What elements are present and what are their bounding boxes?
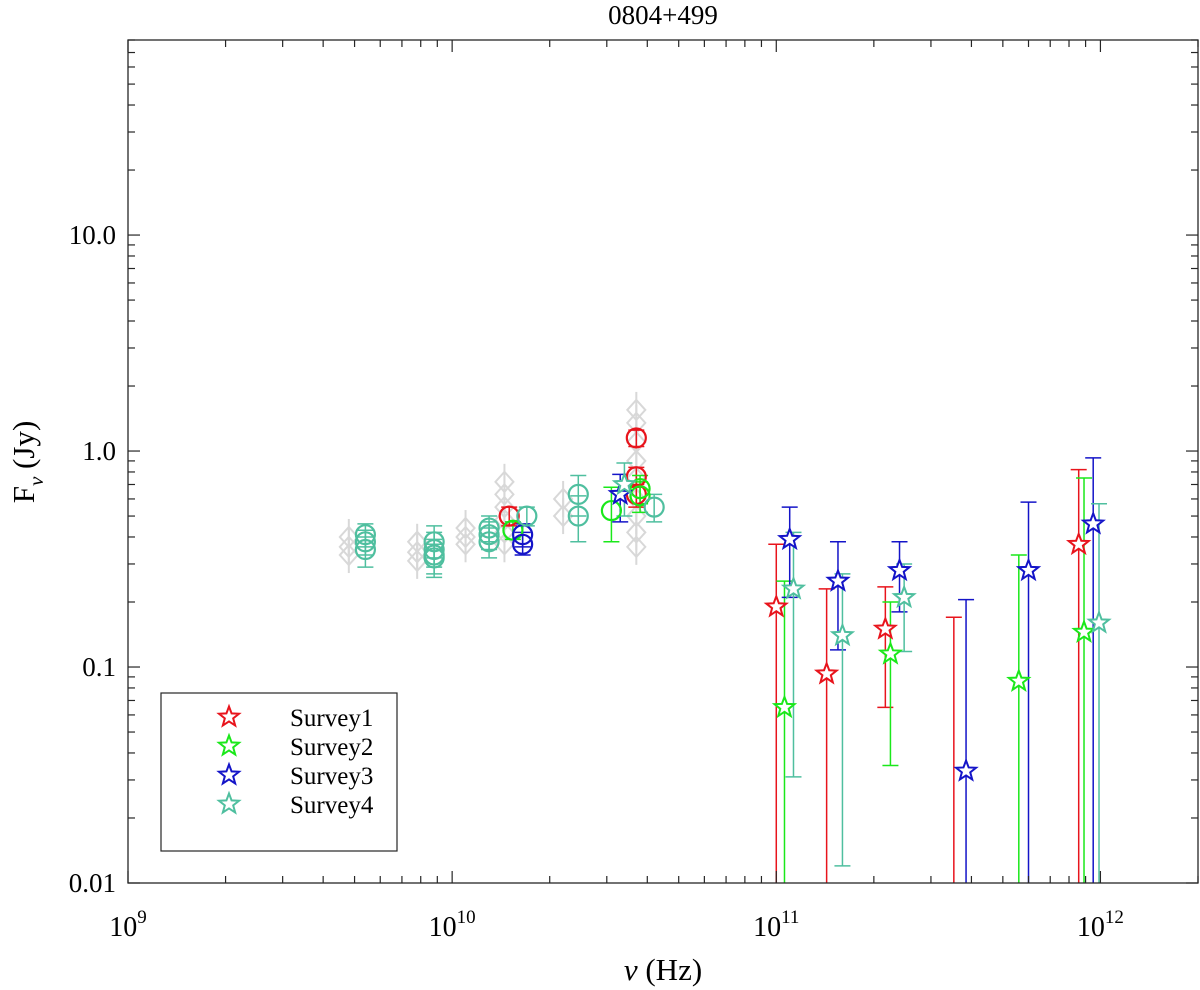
circle-marker [567, 483, 589, 505]
circle-marker [423, 531, 445, 553]
legend-label: Survey3 [290, 763, 373, 790]
legend-star-icon [216, 790, 242, 815]
survey3-star-marker [886, 557, 913, 582]
survey1-star-marker [872, 615, 899, 640]
circle-marker [354, 524, 376, 546]
survey4-star-marker [1086, 609, 1112, 634]
survey4-star-marker [829, 622, 856, 647]
circle-marker [478, 524, 500, 546]
survey2-star-marker [771, 694, 798, 719]
circle-marker [629, 485, 651, 507]
survey4-star-marker [891, 584, 917, 609]
archival-diamond-marker [625, 535, 647, 559]
circle-marker [354, 531, 376, 553]
legend-box [160, 692, 398, 852]
y-tick-label: 0.01 [69, 868, 116, 898]
y-axis-label: Fν (Jy) [6, 421, 48, 504]
survey2-star-marker [1006, 667, 1032, 692]
circle-marker [478, 517, 500, 539]
circle-marker [516, 505, 538, 527]
legend-label: Survey2 [290, 734, 373, 761]
legend-star-icon [216, 732, 242, 757]
survey3-star-marker [953, 757, 979, 782]
survey1-star-marker [813, 660, 840, 685]
circle-marker [502, 519, 524, 541]
legend-label: Survey1 [290, 705, 373, 732]
survey2-star-marker [1071, 618, 1097, 643]
y-tick-label: 10.0 [69, 220, 116, 250]
archival-diamond-marker [338, 543, 360, 567]
survey3-star-marker [776, 526, 803, 551]
survey3-star-marker [1015, 557, 1042, 582]
survey1-star-marker [763, 593, 789, 618]
x-axis-label: ν (Hz) [624, 952, 702, 987]
survey3-star-marker [825, 567, 851, 592]
x-tick-label: 1010 [429, 907, 476, 943]
axes-layer: 109 1010 1011 1012 0.01 0.1 1.0 10.0 [69, 39, 1199, 943]
circle-marker [423, 547, 445, 569]
circle-marker [478, 531, 500, 553]
x-tick-label: 1011 [753, 907, 799, 943]
legend-star-icon [216, 703, 242, 728]
circle-marker [625, 427, 647, 449]
chart-title: 0804+499 [608, 0, 718, 30]
circle-marker [600, 499, 623, 522]
x-tick-label: 1012 [1077, 907, 1124, 943]
y-tick-label: 0.1 [82, 652, 116, 682]
x-tick-label: 109 [109, 907, 147, 943]
archival-diamond-marker [455, 532, 476, 556]
y-tick-label: 1.0 [82, 436, 116, 466]
archival-diamond-marker [406, 549, 428, 573]
survey4-star-marker [611, 471, 638, 496]
marker-layer [354, 427, 1112, 782]
circle-marker [567, 505, 589, 527]
circle-marker [354, 538, 376, 561]
survey4-star-marker [780, 575, 807, 600]
survey3-star-marker [1080, 510, 1106, 535]
legend-label: Survey4 [290, 792, 374, 819]
circle-marker [643, 496, 665, 518]
survey1-star-marker [1065, 530, 1092, 556]
circle-marker [629, 477, 651, 500]
circle-marker [498, 505, 520, 527]
archival-layer [338, 391, 647, 579]
survey2-star-marker [877, 640, 904, 665]
legend-star-icon [216, 761, 242, 786]
circle-marker [512, 533, 534, 555]
circle-marker [423, 538, 445, 561]
